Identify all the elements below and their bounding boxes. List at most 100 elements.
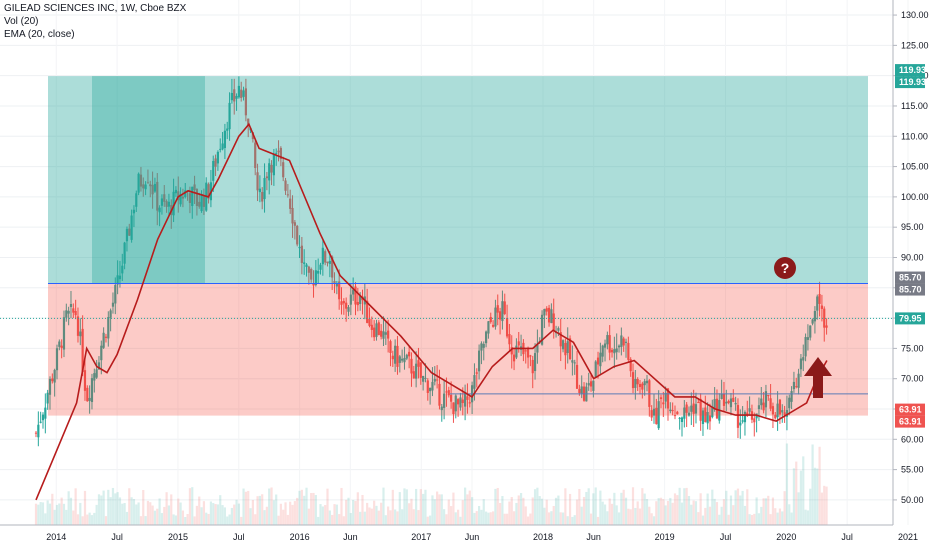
candle-body [587, 383, 590, 386]
candle-body [83, 370, 87, 391]
volume-bar [76, 514, 80, 525]
volume-bar [90, 515, 94, 525]
candle-body [116, 275, 119, 285]
price-tag-label: 63.91 [899, 405, 922, 415]
candle-body [643, 381, 646, 386]
candle-body [286, 194, 289, 196]
candle-body [778, 399, 782, 415]
volume-bar [340, 487, 343, 525]
candle-body [790, 391, 793, 402]
volume-bar [669, 497, 672, 525]
candle-body [347, 307, 350, 312]
volume-bar [44, 513, 47, 525]
candle-body [53, 369, 56, 383]
volume-bar [240, 516, 243, 525]
volume-bar [788, 504, 791, 525]
candle-body [174, 189, 178, 194]
volume-bar [275, 494, 278, 525]
y-tick-label: 90.00 [901, 252, 924, 262]
volume-bar [296, 497, 299, 525]
up-arrow-icon [804, 357, 832, 398]
volume-bar [471, 497, 474, 525]
candle-body [601, 345, 604, 357]
candle-body [494, 307, 497, 327]
volume-bar [524, 506, 527, 525]
candle-body [722, 393, 726, 406]
candle-body [345, 302, 348, 309]
volume-bar [464, 487, 467, 525]
volume-bar [172, 514, 175, 525]
candle-body [240, 89, 243, 98]
candle-body [125, 228, 129, 242]
symbol-title[interactable]: GILEAD SCIENCES INC, 1W, Cboe BZX [4, 3, 187, 14]
volume-bar [156, 508, 159, 525]
candle-body [424, 377, 427, 379]
candle-body [417, 360, 420, 367]
volume-legend[interactable]: Vol (20) [4, 16, 39, 27]
candle-body [806, 337, 810, 340]
candle-body [774, 414, 777, 419]
volume-bar [671, 502, 674, 525]
candle-body [74, 310, 77, 316]
legend: GILEAD SCIENCES INC, 1W, Cboe BZX Vol (2… [4, 2, 186, 41]
candle-body [65, 310, 68, 318]
volume-bar [781, 511, 784, 525]
candle-body [62, 317, 66, 350]
price-tag-label: 79.95 [899, 313, 922, 323]
volume-bar [146, 500, 150, 525]
volume-bar [153, 510, 157, 525]
candle-body [589, 381, 593, 387]
candle-body [284, 180, 287, 191]
volume-bar [450, 506, 453, 525]
candle-body [377, 322, 380, 335]
candle-body [785, 409, 789, 417]
candle-body [340, 301, 343, 305]
volume-bar [384, 515, 387, 525]
candle-body [160, 198, 164, 206]
candle-body [76, 316, 80, 336]
candle-body [433, 378, 436, 382]
candle-body [172, 191, 175, 216]
candle-body [685, 404, 688, 413]
candle-body [592, 380, 595, 391]
volume-bar [41, 502, 45, 525]
volume-bar [673, 493, 677, 525]
candle-body [804, 337, 807, 357]
volume-bar [291, 504, 294, 525]
y-tick-label: 50.00 [901, 495, 924, 505]
volume-bar [743, 505, 747, 525]
candle-body [123, 242, 126, 264]
volume-bar [95, 504, 98, 525]
ema-line [35, 122, 828, 501]
candle-body [149, 184, 152, 187]
volume-bar [732, 505, 735, 525]
candle-body [799, 358, 803, 370]
volume-bar [307, 508, 310, 525]
candle-body [727, 400, 730, 403]
x-tick-label: Jul [720, 532, 732, 542]
volume-bar [401, 509, 404, 525]
candle-body [67, 310, 70, 314]
volume-bar [643, 493, 646, 525]
x-tick-label: 2019 [655, 532, 675, 542]
volume-bar [809, 488, 812, 525]
candle-body [440, 406, 443, 411]
candle-body [396, 345, 399, 367]
volume-bar [792, 468, 796, 525]
candle-body [603, 343, 607, 348]
candle-body [781, 410, 784, 413]
volume-bar [244, 491, 247, 525]
candle-body [79, 331, 82, 337]
ema-legend[interactable]: EMA (20, close) [4, 29, 75, 40]
volume-bar [753, 513, 756, 525]
volume-bar [216, 504, 220, 525]
volume-bar [214, 504, 217, 525]
volume-bar [718, 514, 721, 525]
candle-body [219, 148, 222, 150]
volume-bar [785, 443, 789, 525]
volume-bar [37, 504, 40, 525]
volume-bar [610, 503, 614, 525]
candle-body [599, 352, 602, 367]
